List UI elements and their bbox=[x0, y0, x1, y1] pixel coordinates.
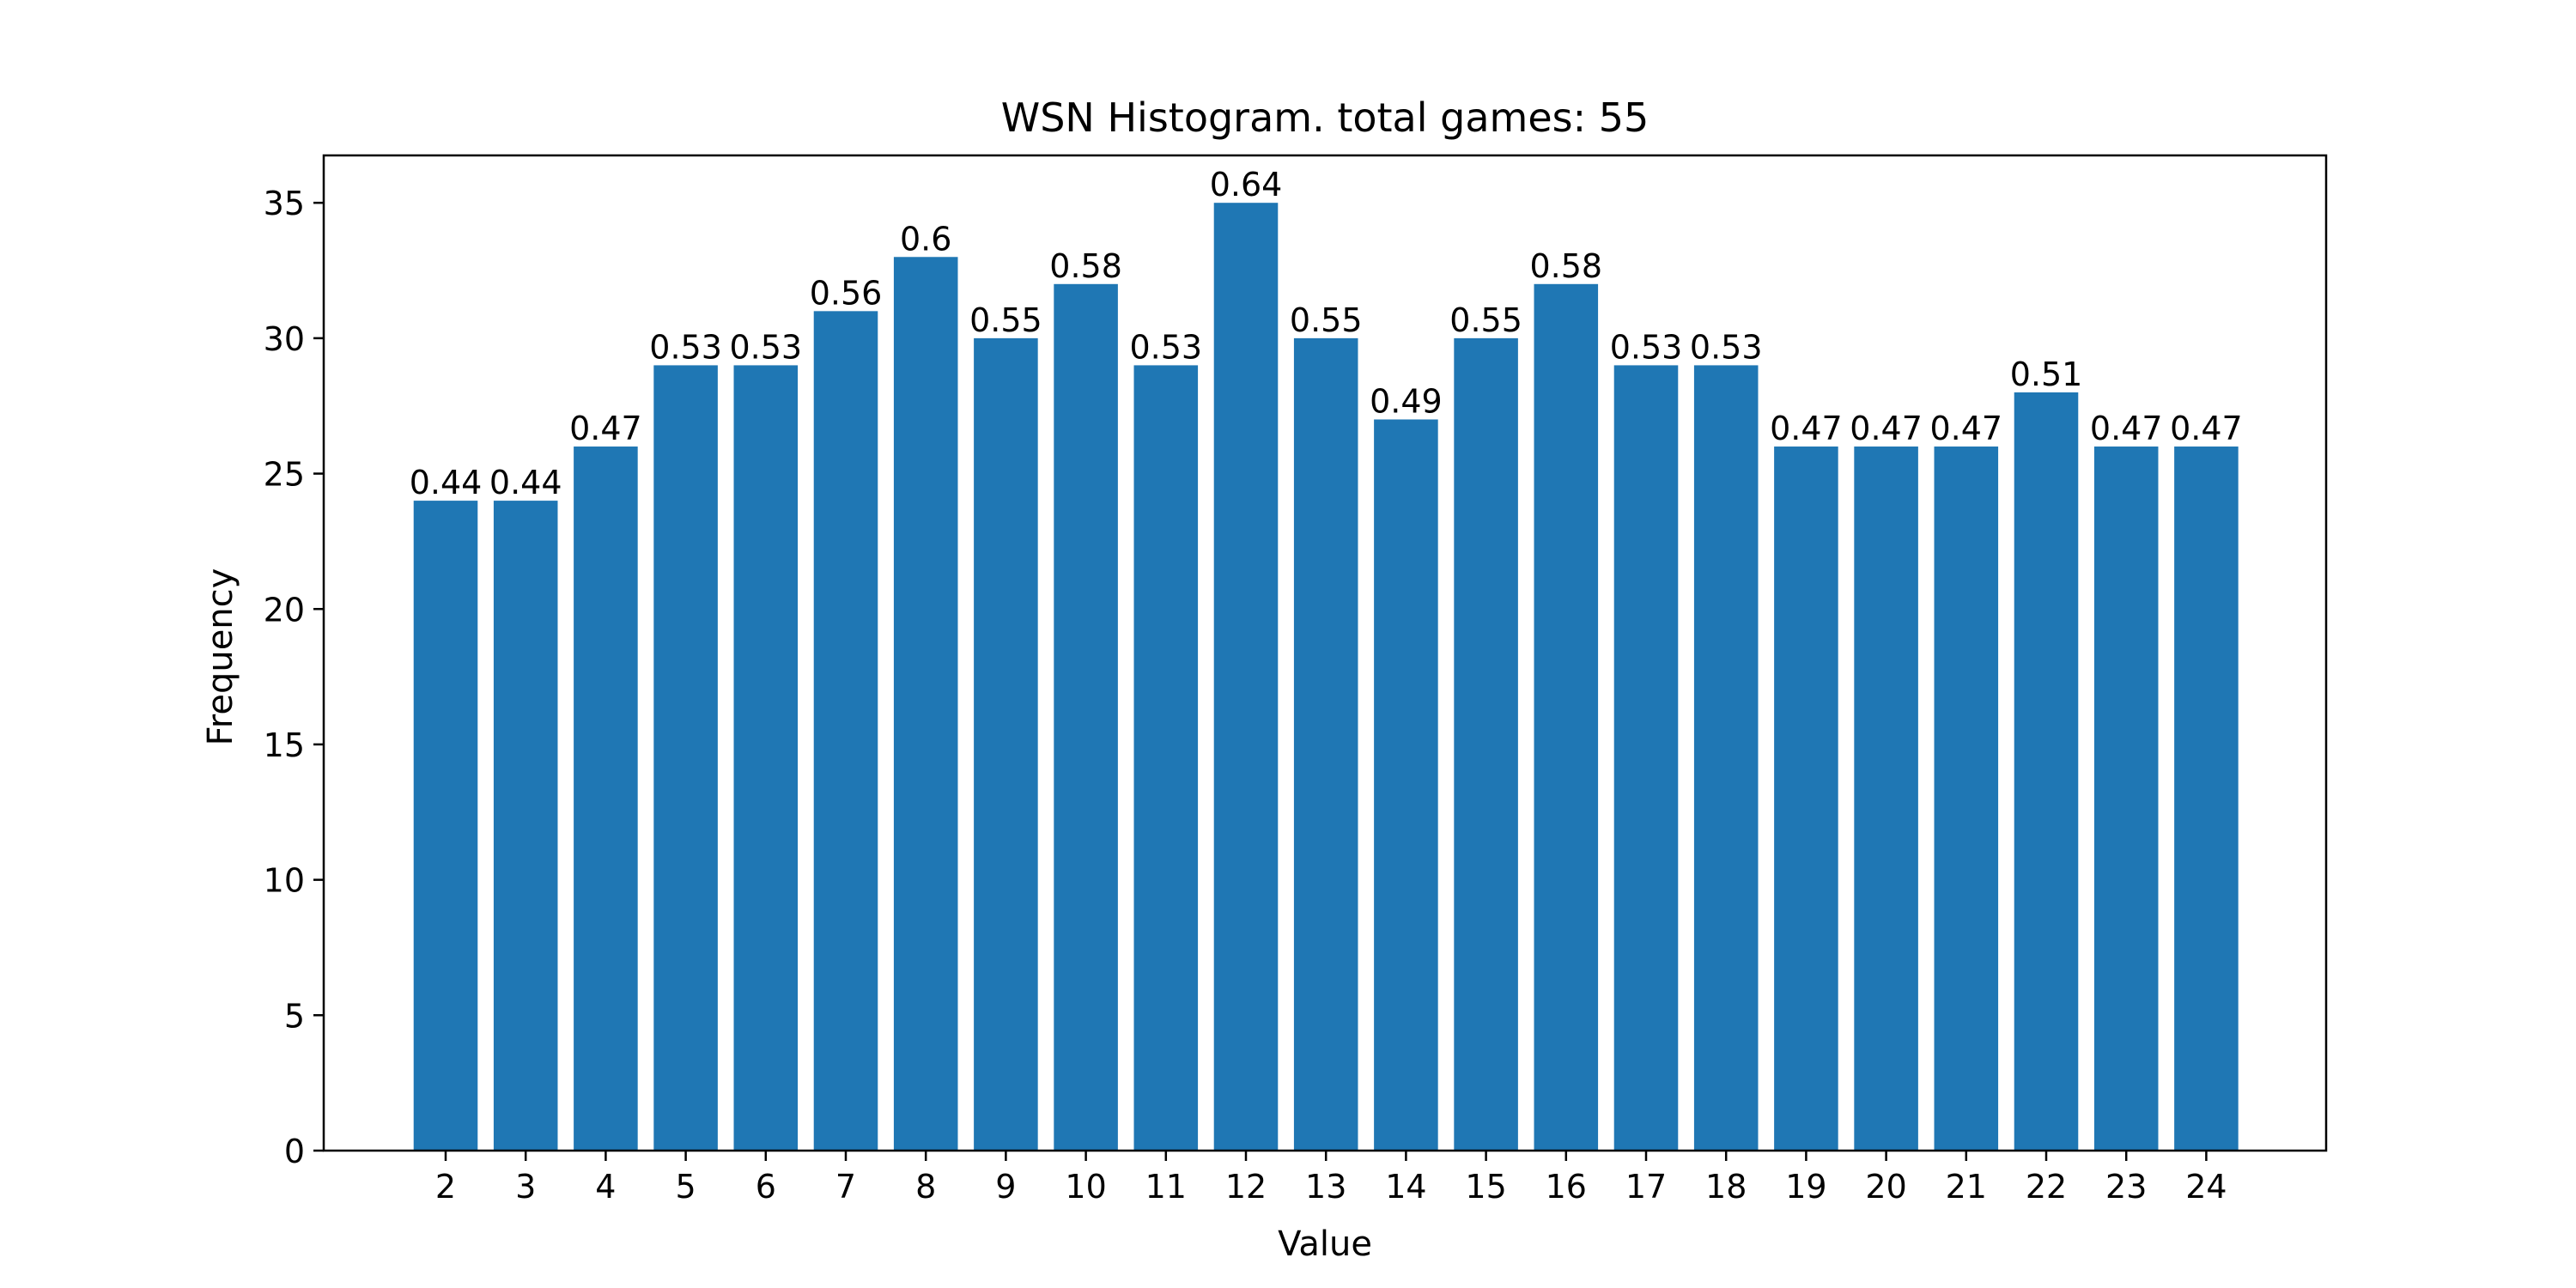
y-tick-label: 30 bbox=[264, 320, 305, 358]
x-tick-label: 10 bbox=[1065, 1168, 1106, 1206]
y-tick-label: 10 bbox=[264, 862, 305, 900]
bar-7 bbox=[813, 311, 878, 1151]
bar-22 bbox=[2014, 392, 2079, 1151]
bar-value-label-9: 0.55 bbox=[969, 301, 1042, 339]
bar-24 bbox=[2174, 447, 2239, 1151]
bar-value-label-8: 0.6 bbox=[900, 220, 951, 258]
bar-value-label-10: 0.58 bbox=[1049, 247, 1122, 285]
bar-12 bbox=[1213, 203, 1279, 1151]
bar-value-label-24: 0.47 bbox=[2170, 410, 2243, 447]
bar-value-label-19: 0.47 bbox=[1770, 410, 1843, 447]
bar-19 bbox=[1774, 447, 1838, 1151]
x-tick-label: 18 bbox=[1705, 1168, 1747, 1206]
bar-23 bbox=[2093, 447, 2159, 1151]
x-tick-label: 11 bbox=[1145, 1168, 1187, 1206]
bar-17 bbox=[1613, 365, 1679, 1151]
bar-10 bbox=[1054, 283, 1118, 1151]
x-tick-label: 14 bbox=[1385, 1168, 1426, 1206]
bar-18 bbox=[1693, 365, 1759, 1151]
bar-4 bbox=[574, 447, 638, 1151]
bar-value-label-5: 0.53 bbox=[649, 328, 722, 366]
bar-15 bbox=[1454, 337, 1518, 1151]
x-tick-label: 17 bbox=[1625, 1168, 1667, 1206]
x-tick-label: 12 bbox=[1225, 1168, 1267, 1206]
bar-6 bbox=[733, 365, 799, 1151]
bar-3 bbox=[493, 501, 558, 1151]
bars-group bbox=[413, 203, 2239, 1151]
x-tick-label: 2 bbox=[435, 1168, 456, 1206]
y-axis-label: Frequency bbox=[201, 568, 240, 746]
y-tick-label: 0 bbox=[284, 1133, 305, 1170]
x-axis: 2 3 4 5 6 7 8 9 10 11 12 13 14 15 16 17 18 19 20 21 22 23 24 bbox=[435, 1151, 2227, 1206]
bar-8 bbox=[893, 257, 958, 1151]
bar-value-label-7: 0.56 bbox=[810, 274, 883, 312]
y-tick-label: 15 bbox=[264, 726, 305, 764]
x-tick-label: 24 bbox=[2185, 1168, 2227, 1206]
x-tick-label: 9 bbox=[995, 1168, 1016, 1206]
bar-value-label-18: 0.53 bbox=[1690, 328, 1763, 366]
bar-value-label-11: 0.53 bbox=[1129, 328, 1202, 366]
bar-value-label-23: 0.47 bbox=[2090, 410, 2163, 447]
bar-value-label-13: 0.55 bbox=[1290, 301, 1363, 339]
x-tick-label: 23 bbox=[2105, 1168, 2147, 1206]
x-tick-label: 3 bbox=[515, 1168, 536, 1206]
x-axis-label: Value bbox=[1278, 1224, 1372, 1264]
bar-value-label-20: 0.47 bbox=[1850, 410, 1923, 447]
bar-2 bbox=[413, 501, 478, 1151]
x-tick-label: 13 bbox=[1305, 1168, 1346, 1206]
bar-20 bbox=[1854, 447, 1918, 1151]
bar-21 bbox=[1934, 447, 1999, 1151]
x-tick-label: 8 bbox=[915, 1168, 936, 1206]
bar-value-label-16: 0.58 bbox=[1529, 247, 1602, 285]
x-tick-label: 21 bbox=[1946, 1168, 1987, 1206]
bar-value-label-14: 0.49 bbox=[1370, 382, 1443, 420]
chart-title: WSN Histogram. total games: 55 bbox=[1001, 94, 1649, 141]
y-tick-label: 25 bbox=[264, 456, 305, 494]
bar-value-label-3: 0.44 bbox=[489, 464, 562, 501]
bar-value-label-12: 0.64 bbox=[1210, 166, 1283, 204]
bar-value-label-15: 0.55 bbox=[1449, 301, 1522, 339]
x-tick-label: 19 bbox=[1785, 1168, 1826, 1206]
bar-13 bbox=[1293, 337, 1358, 1151]
bar-9 bbox=[974, 337, 1038, 1151]
bar-16 bbox=[1534, 283, 1599, 1151]
x-tick-label: 5 bbox=[676, 1168, 696, 1206]
x-tick-label: 15 bbox=[1465, 1168, 1506, 1206]
x-tick-label: 6 bbox=[756, 1168, 776, 1206]
bar-value-label-21: 0.47 bbox=[1929, 410, 2002, 447]
bar-5 bbox=[653, 365, 718, 1151]
y-tick-label: 35 bbox=[264, 185, 305, 222]
bar-labels-group: 0.44 0.440.470.53 0.530.560.60.550.580.530… bbox=[410, 166, 2243, 501]
bar-11 bbox=[1133, 365, 1199, 1151]
bar-value-label-22: 0.51 bbox=[2010, 355, 2083, 393]
x-tick-label: 4 bbox=[595, 1168, 616, 1206]
bar-value-label-4: 0.47 bbox=[569, 410, 642, 447]
y-tick-label: 5 bbox=[284, 997, 305, 1035]
y-axis: 0 5 10 15 20 25 30 35 bbox=[264, 185, 324, 1170]
x-tick-label: 16 bbox=[1546, 1168, 1587, 1206]
bar-value-label-6: 0.53 bbox=[729, 328, 802, 366]
x-tick-label: 20 bbox=[1865, 1168, 1906, 1206]
x-tick-label: 7 bbox=[835, 1168, 856, 1206]
bar-value-label-2: 0.44 bbox=[410, 464, 483, 501]
bar-value-label-17: 0.53 bbox=[1610, 328, 1683, 366]
x-tick-label: 22 bbox=[2026, 1168, 2067, 1206]
bar-14 bbox=[1374, 419, 1438, 1151]
plot-frame bbox=[322, 154, 2328, 1152]
y-tick-label: 20 bbox=[264, 591, 305, 629]
